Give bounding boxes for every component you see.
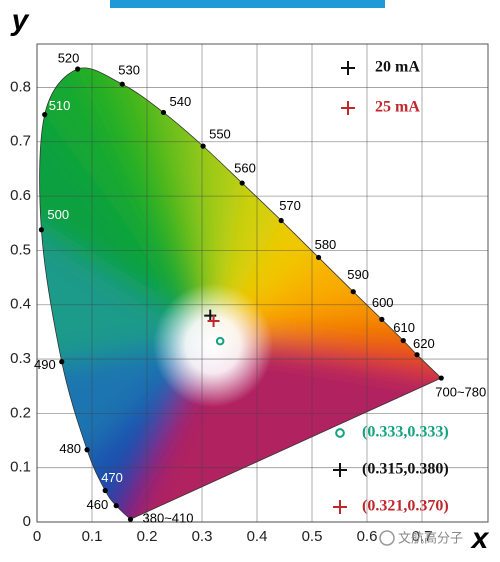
y-tick-label: 0.8	[10, 78, 31, 95]
wavelength-label: 610	[393, 320, 415, 335]
x-tick-label: 0.2	[137, 528, 158, 545]
wavelength-label: 700~780	[435, 384, 486, 399]
locus-point	[239, 180, 245, 186]
y-tick-label: 0.6	[10, 187, 31, 204]
locus-point	[278, 217, 284, 224]
locus-point	[400, 337, 406, 344]
locus-point	[75, 66, 81, 72]
locus-point	[127, 516, 134, 522]
y-tick-label: 0.4	[10, 296, 31, 313]
y-axis-label: y	[10, 4, 30, 37]
locus-point	[414, 352, 420, 358]
wavelength-label: 520	[58, 50, 80, 65]
coordinate-label: (0.333,0.333)	[362, 424, 449, 441]
x-tick-label: 0.7	[412, 528, 433, 545]
wavelength-label: 460	[86, 497, 108, 512]
wavelength-label: 510	[49, 98, 71, 113]
legend-marker	[333, 463, 347, 477]
locus-point	[200, 143, 206, 149]
locus-point	[84, 447, 90, 453]
data-point	[207, 315, 220, 328]
y-tick-label: 0.2	[10, 404, 31, 421]
wavelength-label: 530	[118, 63, 140, 78]
wavelength-label: 500	[47, 207, 69, 222]
locus-point	[42, 112, 48, 118]
header-bar	[110, 0, 385, 8]
x-tick-label: 0.3	[192, 528, 213, 545]
wavelength-label: 470	[101, 470, 123, 485]
wavelength-label: 480	[59, 441, 81, 456]
locus-point	[102, 487, 108, 494]
locus-point	[160, 109, 167, 116]
x-tick-label: 0.6	[357, 528, 378, 545]
coordinate-label: (0.315,0.380)	[362, 461, 449, 478]
data-point	[215, 336, 225, 346]
legend-marker	[335, 428, 345, 438]
legend-label: 25 mA	[375, 99, 420, 116]
y-tick-label: 0.7	[10, 133, 31, 150]
y-tick-label: 0.3	[10, 350, 31, 367]
wavelength-label: 600	[372, 295, 394, 310]
wavelength-label: 590	[347, 267, 369, 282]
watermark-icon	[379, 530, 395, 546]
wavelength-label: 560	[234, 160, 256, 175]
x-tick-label: 0	[33, 528, 41, 545]
wavelength-label: 380~410	[143, 511, 194, 526]
locus-point	[59, 359, 65, 365]
locus-point	[379, 316, 385, 322]
x-tick-label: 0.5	[302, 528, 323, 545]
x-axis-label: x	[470, 522, 490, 555]
y-tick-label: 0.1	[10, 459, 31, 476]
legend-marker	[333, 500, 347, 514]
white-point-glow	[153, 283, 273, 408]
wavelength-label: 580	[315, 237, 337, 252]
locus-point	[350, 289, 356, 295]
x-tick-label: 0.4	[247, 528, 268, 545]
locus-point	[119, 81, 125, 87]
y-tick-label: 0	[23, 513, 31, 530]
wavelength-label: 570	[279, 198, 301, 213]
locus-point	[38, 227, 45, 233]
legend-label: 20 mA	[375, 59, 420, 76]
locus-point	[113, 503, 119, 509]
wavelength-label: 540	[170, 94, 192, 109]
coordinate-label: (0.321,0.370)	[362, 498, 449, 515]
wavelength-label: 550	[209, 127, 231, 142]
locus-point	[316, 254, 322, 261]
wavelength-label: 620	[413, 336, 435, 351]
legend-marker	[341, 101, 355, 115]
legend-marker	[341, 61, 355, 75]
wavelength-label: 490	[34, 357, 56, 372]
y-tick-label: 0.5	[10, 241, 31, 258]
locus-point	[438, 375, 444, 381]
x-tick-label: 0.1	[82, 528, 103, 545]
watermark: 文航高分子	[398, 530, 463, 545]
